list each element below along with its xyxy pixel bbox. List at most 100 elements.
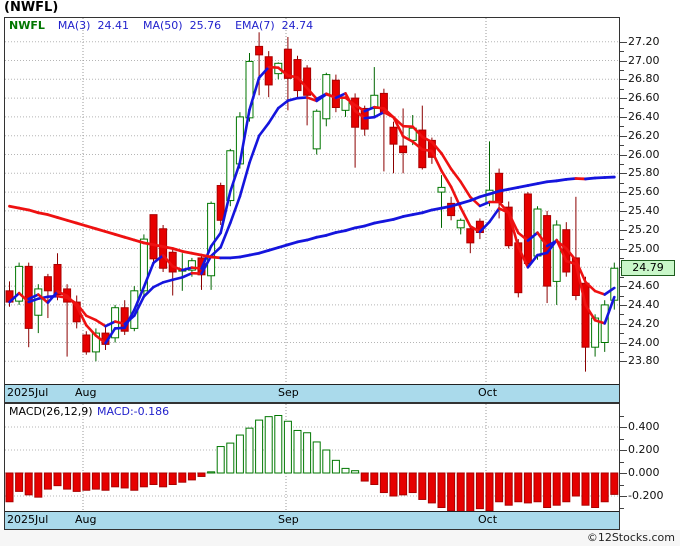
axis-label: 26.60 (628, 91, 660, 105)
price-gridlines (5, 41, 619, 362)
axis-label: 24.20 (628, 316, 660, 330)
macd-bar-negative (399, 472, 408, 496)
month-label: Oct (478, 386, 498, 399)
candle-up (34, 288, 43, 316)
axis-label: 25.80 (628, 166, 660, 180)
candle-up (187, 260, 196, 271)
axis-tick (620, 135, 627, 137)
macd-bar-negative (427, 472, 436, 504)
macd-bar-positive (255, 419, 264, 474)
candle-up (245, 60, 254, 119)
axis-tick (620, 88, 624, 90)
axis-tick (620, 438, 624, 440)
macd-bar-negative (370, 472, 379, 485)
ema7-label: EMA(7) (235, 19, 275, 32)
axis-tick (620, 79, 627, 81)
candle-down (53, 263, 62, 296)
axis-tick (620, 351, 624, 353)
candle-down (399, 145, 408, 154)
axis-tick (620, 323, 627, 325)
macd-bar-negative (63, 472, 72, 490)
candle-up (437, 186, 446, 193)
macd-bar-negative (168, 472, 177, 485)
axis-tick (620, 69, 624, 71)
macd-bar-negative (43, 472, 52, 490)
macd-bar-positive (235, 434, 244, 474)
macd-bar-negative (562, 472, 571, 503)
price-chart (5, 18, 619, 385)
macd-bar-negative (543, 472, 552, 508)
candle-up (591, 317, 600, 348)
month-label: Sep (278, 513, 299, 526)
macd-bar-negative (485, 472, 494, 512)
axis-tick (620, 473, 627, 474)
axis-tick (620, 484, 624, 486)
month-label: Aug (75, 513, 97, 526)
price-legend: NWFL MA(3) 24.41 MA(50) 25.76 EMA(7) 24.74 (9, 19, 327, 32)
ma3-value: 24.41 (97, 19, 129, 32)
macd-bar-negative (120, 472, 129, 489)
axis-label: 0.200 (628, 443, 660, 456)
macd-bar-negative (15, 472, 24, 492)
macd-bar-negative (149, 472, 158, 485)
candle-down (427, 139, 436, 158)
axis-tick (620, 182, 624, 184)
candle-down (495, 172, 504, 203)
macd-bar-negative (571, 472, 580, 497)
axis-tick (620, 461, 624, 463)
price-panel: NWFL MA(3) 24.41 MA(50) 25.76 EMA(7) 24.74 202… (4, 17, 620, 403)
axis-tick (620, 304, 627, 306)
macd-value-label: MACD:-0.186 (97, 405, 170, 418)
watermark: ©12Stocks.com (0, 530, 680, 546)
macd-bar-positive (264, 416, 273, 474)
macd-bar-negative (408, 472, 417, 494)
candle-down (82, 334, 91, 353)
macd-bar-negative (101, 472, 110, 491)
axis-tick (620, 415, 624, 417)
candle-down (293, 59, 302, 92)
candle-up (312, 110, 321, 150)
candle-down (216, 185, 225, 221)
axis-tick (620, 173, 627, 175)
axis-tick (620, 163, 624, 165)
macd-bar-negative (72, 472, 81, 492)
axis-label: 26.80 (628, 72, 660, 86)
axis-tick (620, 257, 624, 259)
axis-label: 25.60 (628, 185, 660, 199)
month-axis-macd: 2025Jul Aug Sep Oct (5, 511, 619, 529)
macd-bar-negative (610, 472, 619, 495)
macd-bar-negative (475, 472, 484, 510)
macd-bar-positive (303, 432, 312, 474)
axis-label: 24.40 (628, 297, 660, 311)
last-price-tag: 24.79 (621, 260, 675, 277)
axis-label: 27.20 (628, 34, 660, 48)
axis-tick (620, 361, 627, 363)
axis-label: 26.40 (628, 109, 660, 123)
candle-up (456, 219, 465, 229)
candle-up (207, 202, 216, 277)
macd-bar-negative (591, 472, 600, 508)
macd-params-label: MACD(26,12,9) (9, 405, 93, 418)
axis-tick (620, 239, 624, 241)
axis-tick (620, 286, 627, 288)
macd-bar-negative (187, 472, 196, 481)
axis-tick (620, 276, 624, 278)
axis-label: 0.000 (628, 466, 660, 479)
macd-bar-positive (293, 429, 302, 474)
macd-bar-positive (283, 420, 292, 474)
axis-label: 24.60 (628, 279, 660, 293)
axis-label: 27.00 (628, 53, 660, 67)
ema7-line (8, 93, 616, 328)
macd-bar-negative (24, 472, 33, 496)
macd-bar-negative (581, 472, 590, 506)
axis-label: -0.200 (628, 489, 664, 502)
macd-bar-negative (447, 472, 456, 512)
axis-label: 26.00 (628, 147, 660, 161)
candle-up (15, 265, 24, 302)
axis-tick (620, 51, 624, 53)
macd-bar-negative (418, 472, 427, 500)
macd-bar-negative (178, 472, 187, 483)
candle-up (226, 150, 235, 202)
axis-tick (620, 126, 624, 128)
